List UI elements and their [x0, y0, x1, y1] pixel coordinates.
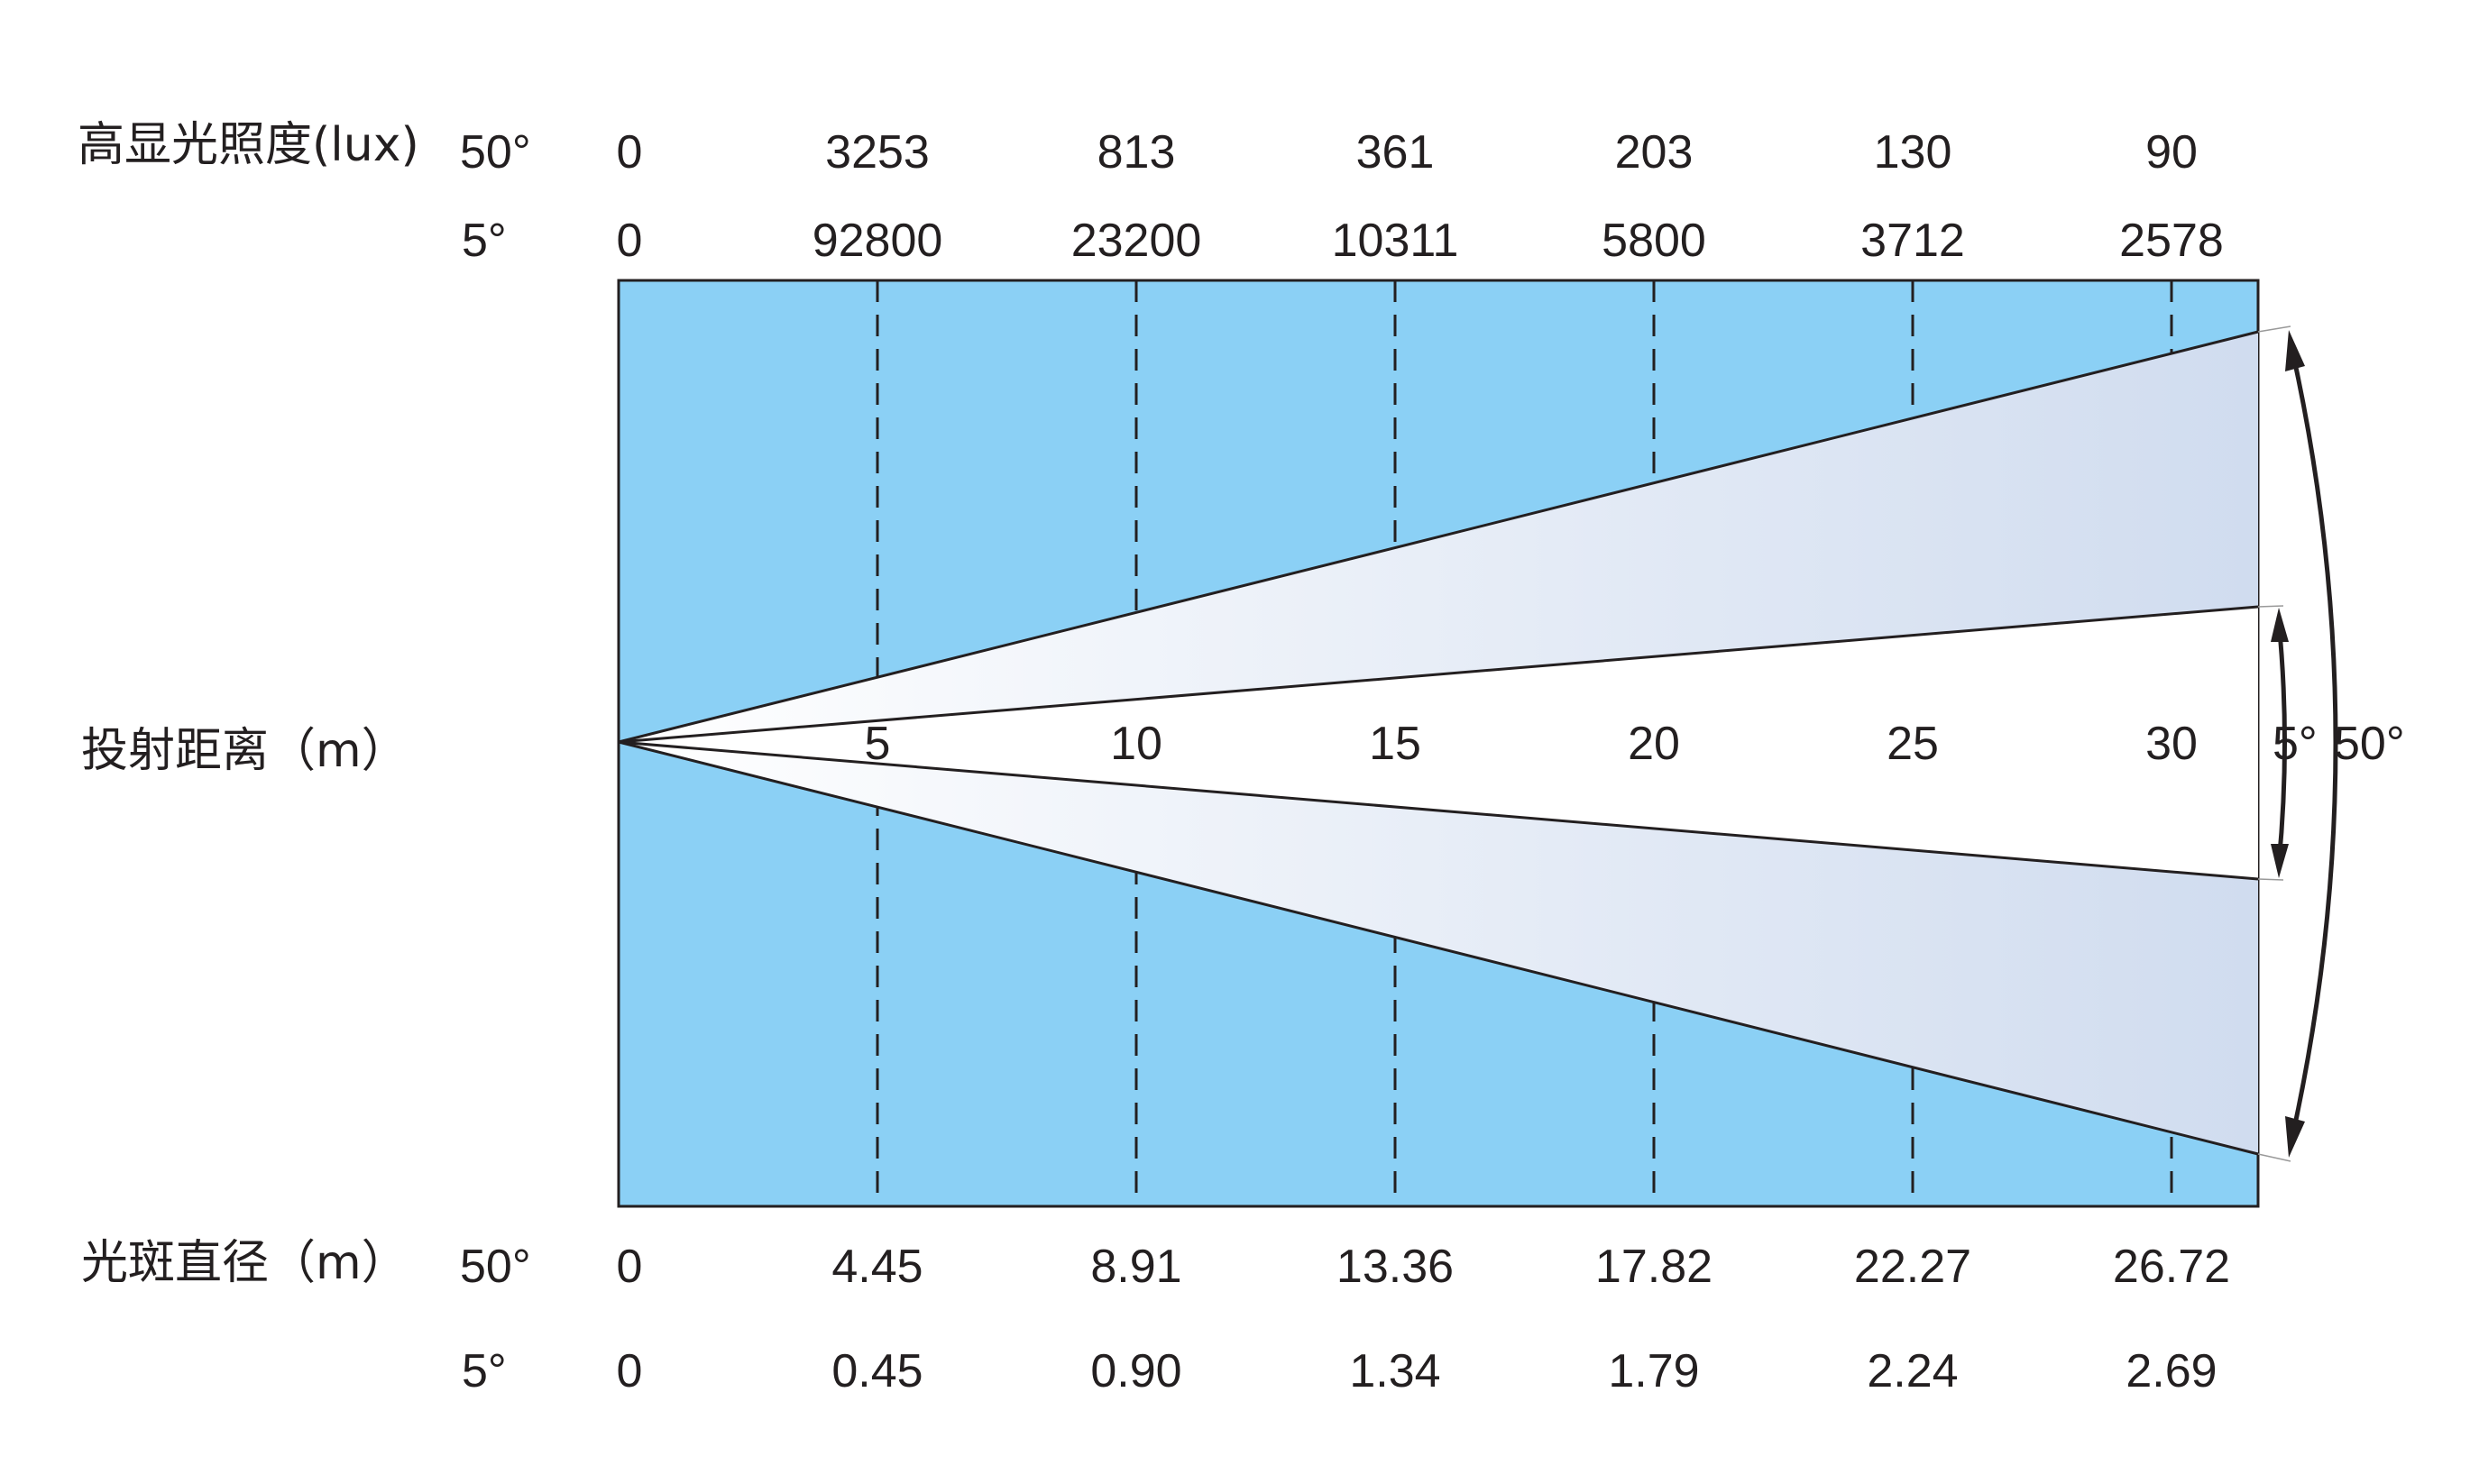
- illuminance-5-value-5m: 92800: [813, 215, 943, 267]
- beam-5-bottom-edge: [618, 740, 2259, 881]
- spot-50-value-0m: 0: [617, 1241, 643, 1293]
- illuminance-label: 高显光照度(lux): [78, 118, 419, 172]
- spot-50-value-30m: 26.72: [2113, 1241, 2230, 1293]
- spot-50-label: 50°: [460, 1241, 531, 1293]
- spot-50-value-20m: 17.82: [1595, 1241, 1712, 1293]
- angle-arc-50: [2288, 342, 2338, 1146]
- beam-5-top-edge: [618, 605, 2259, 744]
- spot-diameter-5-row: 0 0.45 0.90 1.34 1.79 2.24 2.69: [617, 1345, 2217, 1397]
- ext-line-5-bottom: [2257, 878, 2284, 881]
- beam-5-degree: [619, 607, 2258, 879]
- angle-arrowhead-50-top: [2285, 330, 2305, 371]
- beam-50-bottom-edge: [618, 740, 2259, 1156]
- illuminance-5-value-15m: 10311: [1332, 215, 1459, 267]
- spot-5-value-15m: 1.34: [1349, 1345, 1440, 1397]
- spot-5-value-20m: 1.79: [1608, 1345, 1699, 1397]
- spot-5-value-10m: 0.90: [1090, 1345, 1181, 1397]
- angle-arrowhead-5-bottom: [2271, 844, 2289, 878]
- angle-arc-5: [2276, 621, 2287, 865]
- ext-line-50-top: [2257, 325, 2291, 333]
- ext-line-5-top: [2257, 605, 2284, 608]
- spot-5-value-25m: 2.24: [1867, 1345, 1958, 1397]
- illuminance-50-value-20m: 203: [1615, 126, 1694, 179]
- distance-value-20m: 20: [1628, 718, 1680, 770]
- illuminance-5-value-0m: 0: [617, 215, 643, 267]
- distance-value-10m: 10: [1110, 718, 1162, 770]
- distance-row: 5 10 15 20 25 30: [865, 718, 2198, 770]
- illuminance-50-value-0m: 0: [617, 126, 643, 179]
- illuminance-5-value-30m: 2578: [2119, 215, 2224, 267]
- angle-label-50: 50°: [2334, 718, 2405, 770]
- spot-5-value-30m: 2.69: [2126, 1345, 2217, 1397]
- ext-line-50-bottom: [2257, 1153, 2291, 1162]
- illuminance-50-value-5m: 3253: [825, 126, 930, 179]
- spot-diameter-50-row: 0 4.45 8.91 13.36 17.82 22.27 26.72: [617, 1241, 2231, 1293]
- spot-50-value-10m: 8.91: [1090, 1241, 1181, 1293]
- beam-50-top-edge: [618, 330, 2259, 744]
- angle-arrowhead-50-bottom: [2285, 1116, 2305, 1158]
- illuminance-50-row: 0 3253 813 361 203 130 90: [617, 126, 2198, 179]
- spot-5-value-5m: 0.45: [831, 1345, 923, 1397]
- spot-50-value-25m: 22.27: [1854, 1241, 1971, 1293]
- spot-50-value-15m: 13.36: [1336, 1241, 1454, 1293]
- angle-arrowhead-5-top: [2271, 608, 2289, 642]
- illuminance-5-value-20m: 5800: [1602, 215, 1706, 267]
- illuminance-5-value-10m: 23200: [1071, 215, 1202, 267]
- distance-value-30m: 30: [2145, 718, 2198, 770]
- distance-value-25m: 25: [1887, 718, 1939, 770]
- spot-50-value-5m: 4.45: [831, 1241, 923, 1293]
- illuminance-50-value-30m: 90: [2145, 126, 2198, 179]
- spot-diameter-label: 光斑直径（m）: [81, 1236, 409, 1290]
- illuminance-50-label: 50°: [460, 126, 531, 179]
- distance-value-5m: 5: [865, 718, 891, 770]
- spot-5-value-0m: 0: [617, 1345, 643, 1397]
- illuminance-50-value-10m: 813: [1097, 126, 1176, 179]
- illuminance-50-value-15m: 361: [1356, 126, 1435, 179]
- angle-label-5: 5°: [2273, 718, 2318, 770]
- illuminance-5-row: 0 92800 23200 10311 5800 3712 2578: [617, 215, 2224, 267]
- illuminance-5-label: 5°: [462, 215, 507, 267]
- illuminance-5-value-25m: 3712: [1860, 215, 1965, 267]
- distance-value-15m: 15: [1369, 718, 1421, 770]
- illuminance-50-value-25m: 130: [1874, 126, 1952, 179]
- spot-5-label: 5°: [462, 1345, 507, 1397]
- distance-label: 投射距离（m）: [81, 724, 409, 778]
